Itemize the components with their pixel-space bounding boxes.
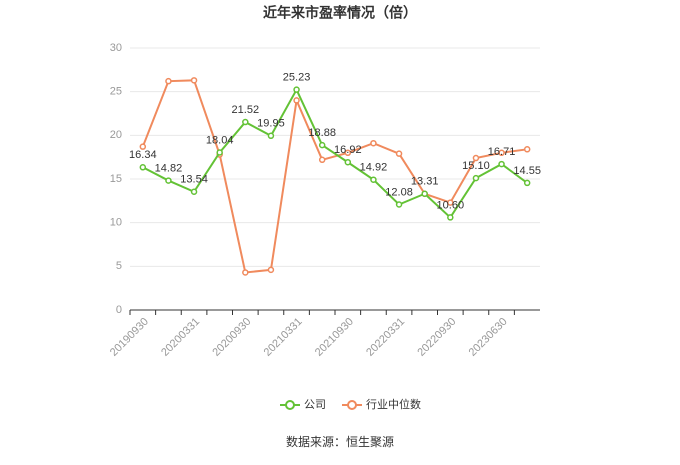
point <box>447 199 454 206</box>
value-label: 18.04 <box>206 134 234 146</box>
x-tick-label: 20210930 <box>313 316 356 359</box>
y-tick-label: 20 <box>110 129 122 141</box>
y-tick-label: 5 <box>116 260 122 272</box>
value-label: 16.92 <box>334 144 362 156</box>
x-tick-label: 20220331 <box>364 316 407 359</box>
x-tick-label: 20230630 <box>467 316 510 359</box>
value-label: 19.95 <box>257 118 285 130</box>
point <box>293 97 300 104</box>
y-tick-label: 0 <box>116 304 122 316</box>
point <box>395 150 403 157</box>
legend-label: 公司 <box>304 399 326 411</box>
point <box>318 156 326 164</box>
point <box>395 201 403 208</box>
value-label: 13.54 <box>180 174 208 186</box>
x-tick-label: 20210331 <box>262 316 305 359</box>
value-label: 14.92 <box>360 162 388 174</box>
value-label: 16.34 <box>129 149 157 161</box>
point <box>293 86 300 93</box>
legend-label: 行业中位数 <box>366 397 421 411</box>
point <box>421 190 428 198</box>
source: 数据来源：恒生聚源 <box>286 434 394 449</box>
x-tick-label: 20220930 <box>415 316 458 359</box>
y-tick-label: 15 <box>110 173 122 185</box>
point <box>190 188 198 196</box>
x-tick-label: 20200331 <box>159 316 202 359</box>
y-tick-label: 25 <box>110 86 122 98</box>
value-label: 13.31 <box>411 176 439 188</box>
point <box>242 118 249 126</box>
legend-marker <box>347 400 357 410</box>
point <box>267 266 275 274</box>
point <box>242 269 249 276</box>
value-label: 14.55 <box>513 165 541 177</box>
point <box>216 149 223 156</box>
point <box>165 77 172 85</box>
point <box>165 177 172 184</box>
value-label: 16.71 <box>488 146 516 158</box>
x-tick-label: 20200930 <box>210 316 253 359</box>
point <box>370 176 377 183</box>
value-label: 14.82 <box>155 162 183 174</box>
value-label: 21.52 <box>232 104 260 116</box>
point <box>318 141 326 149</box>
point <box>139 143 147 150</box>
value-label: 15.10 <box>462 160 490 172</box>
series-line <box>141 79 528 274</box>
point <box>523 179 531 187</box>
point <box>523 146 531 153</box>
point <box>344 158 352 166</box>
value-label: 25.23 <box>283 72 311 84</box>
value-label: 18.88 <box>308 127 336 139</box>
point <box>472 174 480 182</box>
value-label: 10.60 <box>437 199 465 211</box>
point <box>267 132 275 140</box>
y-tick-label: 10 <box>110 217 122 229</box>
x-tick-label: 20190930 <box>108 316 151 359</box>
point <box>498 160 505 168</box>
value-label: 12.08 <box>385 186 413 198</box>
point <box>447 214 454 221</box>
point <box>498 149 505 157</box>
point <box>190 77 198 84</box>
chart-title: 近年来市盈率情况（倍） <box>263 5 417 21</box>
legend-marker <box>285 400 295 410</box>
series-line <box>142 87 528 219</box>
point <box>370 139 377 147</box>
point <box>472 154 480 162</box>
point <box>139 164 147 171</box>
y-tick-label: 30 <box>110 42 122 54</box>
point <box>344 149 352 157</box>
